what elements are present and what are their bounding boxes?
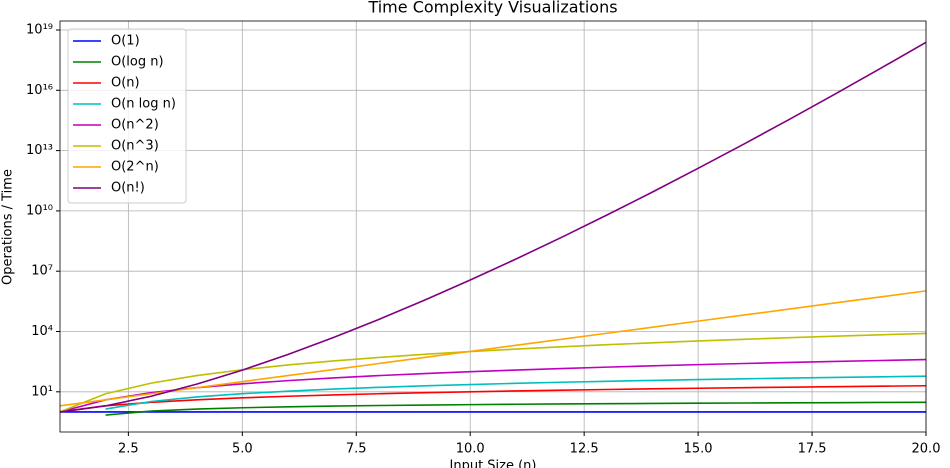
x-tick-label: 12.5 (570, 442, 599, 457)
legend-label: O(1) (111, 34, 140, 49)
legend-label: O(n!) (111, 181, 145, 196)
y-tick-label: 10⁴ (31, 324, 53, 339)
x-tick-label: 10.0 (456, 442, 485, 457)
series-line (60, 384, 926, 413)
legend-label: O(n^2) (111, 118, 159, 133)
series-line (60, 332, 926, 413)
x-tick-label: 20.0 (912, 442, 941, 457)
series-line (60, 41, 926, 413)
legend-label: O(n log n) (111, 97, 176, 112)
y-tick-label: 10¹ (31, 384, 53, 399)
x-tick-label: 2.5 (118, 442, 139, 457)
y-tick-label: 10⁷ (31, 264, 53, 279)
legend-label: O(log n) (111, 55, 164, 70)
x-tick-label: 7.5 (346, 442, 367, 457)
legend-label: O(n^3) (111, 139, 159, 154)
series-line (60, 290, 926, 407)
series-line (105, 401, 926, 416)
y-tick-label: 10¹⁶ (26, 83, 53, 98)
x-tick-label: 5.0 (232, 442, 253, 457)
y-tick-label: 10¹³ (26, 143, 53, 158)
legend-box (67, 28, 187, 204)
x-tick-label: 17.5 (798, 442, 827, 457)
x-tick-label: 15.0 (684, 442, 713, 457)
series-line (105, 375, 926, 410)
y-tick-label: 10¹⁰ (26, 203, 53, 218)
legend-label: O(n) (111, 76, 140, 91)
plot-frame (59, 20, 927, 433)
legend-label: O(2^n) (111, 160, 159, 175)
y-axis-label: Operations / Time (1, 169, 16, 285)
x-axis-label: Input Size (n) (450, 459, 537, 468)
y-tick-label: 10¹⁹ (26, 22, 53, 37)
chart-title: Time Complexity Visualizations (367, 0, 617, 17)
